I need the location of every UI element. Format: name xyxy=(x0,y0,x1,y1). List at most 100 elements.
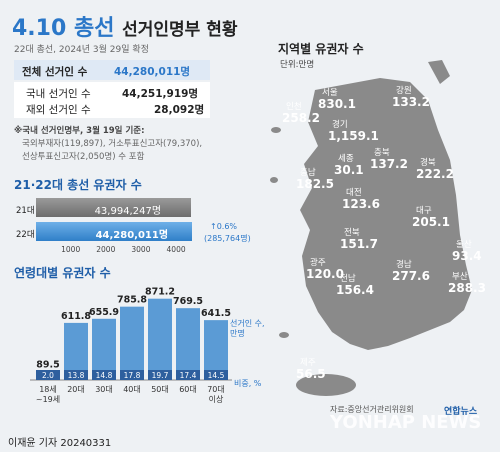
share-label: 비중, % xyxy=(234,379,262,388)
region-value: 182.5 xyxy=(296,177,334,191)
share-value-label: 13.8 xyxy=(68,371,85,380)
jeju-shape xyxy=(296,374,356,396)
region-name: 광주 xyxy=(310,258,326,268)
age-category-label: 60대 xyxy=(179,385,197,394)
age-unit-2: 만명 xyxy=(230,329,245,338)
age-category-label: 20대 xyxy=(67,385,85,394)
page-subtitle: 22대 총선, 2024년 3월 29일 확정 xyxy=(14,45,149,55)
region-name: 전북 xyxy=(344,228,360,238)
share-value-label: 14.5 xyxy=(208,371,225,380)
region-value: 1,159.1 xyxy=(328,129,379,143)
age-value-label: 641.5 xyxy=(201,308,231,319)
note-line-3: 선상투표신고자(2,050명) 수 포함 xyxy=(22,152,145,162)
share-band xyxy=(204,370,228,380)
region-value: 151.7 xyxy=(340,237,378,251)
note-line-1: ※국내 선거인명부, 3월 19일 기준: xyxy=(14,126,145,136)
region-value: 30.1 xyxy=(334,163,364,177)
change-pct: ↑0.6% xyxy=(210,222,238,231)
map-title: 지역별 유권자 수 xyxy=(278,42,364,56)
total-box xyxy=(14,60,210,80)
age-value-label: 769.5 xyxy=(173,296,203,307)
age-value-label: 871.2 xyxy=(145,287,175,298)
total-value: 44,280,011명 xyxy=(114,66,191,78)
region-name: 울산 xyxy=(456,240,472,250)
age-unit-1: 선거인 수, xyxy=(230,319,265,328)
age-bar xyxy=(120,306,144,380)
island-shape xyxy=(270,177,278,183)
row21-label: 21대 xyxy=(16,206,35,216)
age-category-label: ~19세 xyxy=(36,395,60,404)
share-band xyxy=(176,370,200,380)
region-value: 222.2 xyxy=(416,167,454,181)
region-value: 156.4 xyxy=(336,283,374,297)
note-line-2: 국외부재자(119,897), 거소투표신고자(79,370), xyxy=(22,139,203,149)
age-value-label: 611.8 xyxy=(61,311,91,322)
total-label: 전체 선거인 수 xyxy=(22,66,88,78)
region-value: 133.2 xyxy=(392,95,430,109)
row22-value: 44,280,011명 xyxy=(95,230,169,241)
age-category-label: 40대 xyxy=(123,385,141,394)
age-bar xyxy=(148,298,172,380)
region-name: 강원 xyxy=(396,86,412,96)
overseas-value: 28,092명 xyxy=(154,104,205,116)
row22-label: 22대 xyxy=(16,230,35,240)
region-name: 경기 xyxy=(332,120,348,130)
overseas-label: 재외 선거인 수 xyxy=(26,104,91,116)
region-value: 123.6 xyxy=(342,197,380,211)
title-rest: 선거인명부 현황 xyxy=(122,20,238,40)
page-title: 4.10 총선 선거인명부 현황 xyxy=(12,10,238,42)
share-band xyxy=(36,370,60,380)
region-name: 제주 xyxy=(300,358,316,368)
region-name: 경남 xyxy=(396,260,412,270)
age-category-label: 18세 xyxy=(39,385,57,394)
share-value-label: 17.8 xyxy=(124,371,141,380)
region-name: 세종 xyxy=(338,154,354,164)
region-name: 대구 xyxy=(416,206,432,216)
region-value: 120.0 xyxy=(306,267,344,281)
bar-21 xyxy=(36,198,191,217)
region-value: 137.2 xyxy=(370,157,408,171)
map-unit: 단위:만명 xyxy=(280,60,315,70)
age-value-label: 785.8 xyxy=(117,295,147,306)
watermark: YONHAP NEWS xyxy=(330,412,482,433)
row21-value: 43,994,247명 xyxy=(94,206,162,217)
share-value-label: 14.8 xyxy=(96,371,113,380)
north-edge-shape xyxy=(428,60,450,84)
compare-tick: 2000 xyxy=(96,245,116,254)
change-abs: (285,764명) xyxy=(204,234,251,243)
region-name: 충북 xyxy=(374,148,390,158)
region-name: 인천 xyxy=(286,102,302,112)
share-band xyxy=(92,370,116,380)
share-band xyxy=(148,370,172,380)
domestic-value: 44,251,919명 xyxy=(122,88,199,100)
age-value-label: 89.5 xyxy=(36,360,59,371)
compare-title: 21·22대 총선 유권자 수 xyxy=(14,178,142,192)
title-number: 4.10 xyxy=(12,16,67,41)
region-name: 대전 xyxy=(346,188,362,198)
totals-detail-box xyxy=(14,82,210,118)
region-value: 93.4 xyxy=(452,249,482,263)
share-value-label: 2.0 xyxy=(42,371,54,380)
region-name: 서울 xyxy=(322,88,338,98)
region-value: 830.1 xyxy=(318,97,356,111)
title-word: 총선 xyxy=(73,16,115,41)
age-bar xyxy=(176,308,200,380)
source: 자료:중앙선거관리위원회 xyxy=(330,405,414,414)
region-value: 288.3 xyxy=(448,281,486,295)
age-title: 연령대별 유권자 수 xyxy=(14,266,111,280)
region-name: 경북 xyxy=(420,158,436,168)
region-name: 충남 xyxy=(300,168,316,178)
age-bar-chart: 89.52.0 18세~19세 611.8 13.8 20대 655.9 14.8 30대 78… xyxy=(30,287,232,404)
compare-tick: 4000 xyxy=(166,245,186,254)
domestic-label: 국내 선거인 수 xyxy=(26,88,91,100)
brand-logo: 연합뉴스 xyxy=(444,407,478,417)
age-category-label: 50대 xyxy=(151,385,169,394)
share-band xyxy=(64,370,88,380)
age-category-label: 70대 xyxy=(207,385,225,394)
region-value: 277.6 xyxy=(392,269,430,283)
age-category-label: 이상 xyxy=(209,394,224,404)
region-name: 전남 xyxy=(340,274,356,284)
credit: 이재윤 기자 20240331 xyxy=(8,438,112,449)
island-shape xyxy=(279,332,289,338)
region-value: 258.2 xyxy=(282,111,320,125)
